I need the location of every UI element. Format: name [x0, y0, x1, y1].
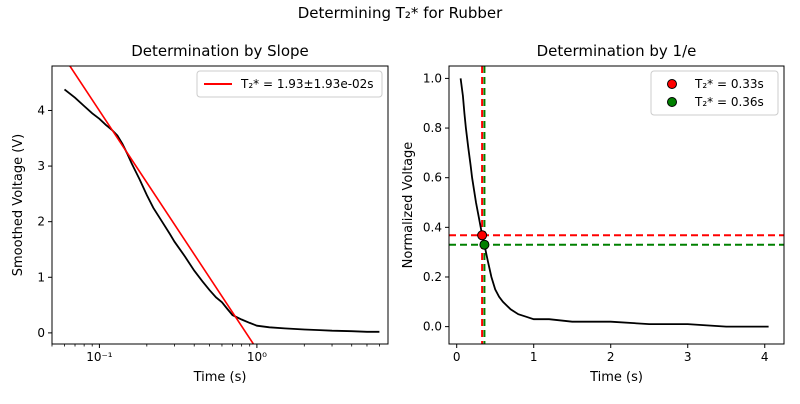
chart2-x-axis-label: Time (s) — [589, 370, 643, 385]
chart1-legend-label: T₂* = 1.93±1.93e-02s — [240, 77, 374, 91]
chart1-y-tick-label: 3 — [37, 159, 45, 173]
chart2-y-tick-label: 1.0 — [423, 71, 442, 85]
chart1-y-axis-label: Smoothed Voltage (V) — [11, 134, 26, 276]
chart1-x-tick-label: 10⁻¹ — [86, 350, 113, 364]
chart1-x-tick-label: 10⁰ — [247, 350, 267, 364]
chart1-y-tick-label: 4 — [37, 103, 45, 117]
chart2-y-tick-label: 0.8 — [423, 121, 442, 135]
chart1-fit-line — [69, 66, 255, 344]
chart2-x-tick-label: 0 — [453, 350, 461, 364]
chart2-marker-point-1 — [477, 230, 488, 241]
chart2-legend-label: T₂* = 0.33s — [694, 77, 764, 91]
chart2-title: Determination by 1/e — [537, 42, 697, 60]
figure-title: Determining T₂* for Rubber — [297, 4, 503, 22]
chart2-legend-marker-swatch — [667, 79, 677, 89]
chart2-axes-frame — [448, 65, 785, 345]
chart1-legend-box — [196, 70, 383, 98]
chart2-x-tick-label: 1 — [530, 350, 538, 364]
chart1-y-tick-label: 1 — [37, 270, 45, 284]
chart2-y-tick-label: 0.4 — [423, 220, 442, 234]
chart2-x-tick-label: 4 — [761, 350, 769, 364]
chart2-legend-marker-swatch — [667, 97, 677, 107]
chart2-marker-point-2 — [479, 239, 490, 250]
chart2-x-tick-label: 2 — [607, 350, 615, 364]
chart1-x-axis-label: Time (s) — [193, 370, 247, 385]
chart2-y-axis-label: Normalized Voltage — [401, 142, 416, 269]
chart1-y-tick-label: 0 — [37, 326, 45, 340]
chart2-y-tick-label: 0.0 — [423, 320, 442, 334]
chart2-y-tick-label: 0.2 — [423, 270, 442, 284]
chart2-x-tick-label: 3 — [684, 350, 692, 364]
chart1-title: Determination by Slope — [131, 42, 309, 60]
chart2-legend-label: T₂* = 0.36s — [694, 95, 764, 109]
chart2-y-tick-label: 0.6 — [423, 171, 442, 185]
chart1-y-tick-label: 2 — [37, 215, 45, 229]
chart2-data-line — [459, 78, 769, 328]
chart2-legend-box — [650, 70, 779, 116]
chart1-axes-frame — [51, 65, 389, 345]
